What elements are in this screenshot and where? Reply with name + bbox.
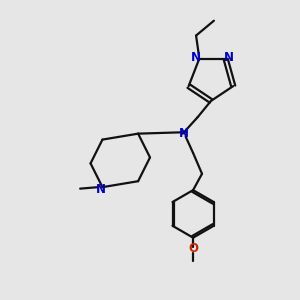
Text: O: O [188,242,198,255]
Text: N: N [224,51,234,64]
Text: N: N [179,127,189,140]
Text: N: N [96,183,106,196]
Text: N: N [190,51,200,64]
